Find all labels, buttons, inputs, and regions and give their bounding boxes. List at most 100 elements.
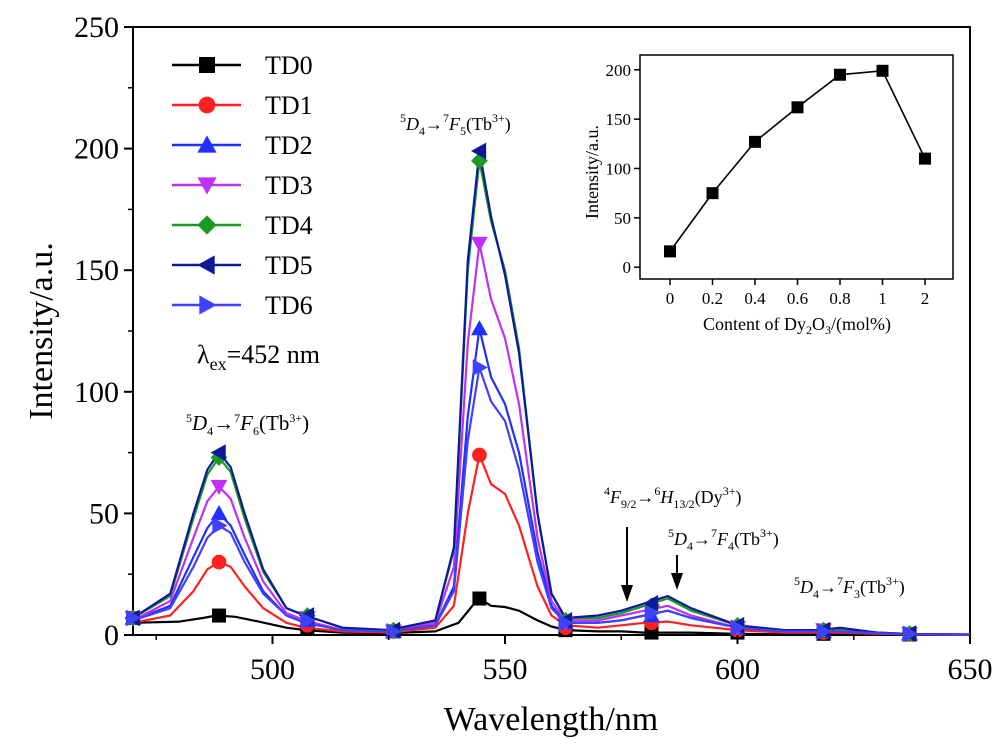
inset-x-axis-title: Content of Dy2O3/(mol%) [703,314,891,337]
annotation-part: 7 [443,111,449,125]
annotation-part: 7 [234,411,240,425]
series-line-td1 [132,453,971,636]
annotation-part: (Dy [695,487,723,508]
inset-x-title-sub2: 3 [825,323,831,337]
annotation-part: ) [773,529,779,550]
annotation-part: → [819,577,837,597]
inset-x-title-mid: O [812,314,825,334]
inset-x-title-pre: Content of Dy [703,314,806,334]
series-line-td0 [132,597,970,636]
transition-annotations: 5D4→7F6(Tb3+)5D4→7F5(Tb3+)4F9/2→6H13/2(D… [186,111,905,601]
y-axis-title: Intensity/a.u. [23,242,60,420]
legend-label-td0: TD0 [265,51,313,80]
annotation-part: 13/2 [673,497,694,511]
annotation-part: 7 [837,574,843,588]
series-marker-td6 [300,612,316,629]
excitation-symbol: λ [197,340,210,369]
inset-series-marker [876,64,889,77]
inset-x-tick-label: 1 [878,289,887,308]
annotation-part: 4 [207,424,213,438]
annotation-part: 3+ [723,484,736,498]
annotation-part: ) [735,487,741,508]
series-marker-td6 [558,614,574,632]
annotation-part: ) [505,114,511,135]
series-marker-td0 [212,608,227,623]
annotation-part: D [191,411,207,435]
inset-x-tick-label: 0 [666,289,675,308]
inset-series-layer [664,64,931,258]
legend-marker-td5 [197,255,215,275]
annotation-part: 4 [419,124,425,138]
series-line-td6 [132,366,971,636]
legend-label-td6: TD6 [265,291,313,320]
annotation-f4: 5D4→7F4(Tb3+) [668,526,779,553]
inset-y-axis-title: Intensity/a.u. [582,125,602,219]
annotation-part: ) [302,411,309,435]
inset-x-tick-label: 0.8 [829,289,850,308]
series-marker-td6 [902,625,918,643]
annotation-part: ) [899,577,905,598]
annotation-part: 3+ [289,411,302,425]
annotation-part: 3+ [886,574,899,588]
excitation-value: =452 nm [227,340,320,369]
annotation-part: 4 [687,539,693,553]
annotation-part: → [213,411,234,435]
legend-marker-td3 [197,177,217,195]
inset-series-marker [664,245,676,258]
y-tick-label: 150 [74,254,119,287]
series-marker-td5 [471,142,487,160]
series-marker-td3 [210,479,228,496]
annotation-part: 4 [728,539,734,553]
main-series-layer [124,142,971,643]
series-marker-td6 [816,622,832,640]
x-tick-label: 650 [948,653,993,686]
annotation-part: F [716,529,729,549]
legend-label-td2: TD2 [265,131,313,160]
series-marker-td6 [386,622,402,640]
inset-x-tick-label: 0.2 [702,289,723,308]
series-marker-td6 [472,359,488,376]
annotation-part: → [693,529,711,549]
annotation-part: 5 [186,411,192,425]
series-marker-td0 [472,591,487,606]
legend-label-td4: TD4 [265,211,313,240]
annotation-f3: 5D4→7F3(Tb3+) [794,574,905,601]
x-axis-title: Wavelength/nm [444,701,658,738]
annotation-part: 6 [253,424,259,438]
annotation-part: 7 [711,526,717,540]
annotation-f5: 5D4→7F5(Tb3+) [400,111,511,138]
series-marker-td5 [643,594,659,612]
legend: TD0 TD1 TD2 TD3 TD4 TD5 TD6 [172,51,313,320]
inset-plot: 0 50 100 150 200 0 0.2 0.4 0.6 0.8 1 2 Intensity/a.… [582,54,954,337]
annotation-part: 5 [460,124,466,138]
legend-label-td3: TD3 [265,171,313,200]
annotation-part: 5 [668,526,674,540]
y-tick-label: 250 [74,11,119,44]
inset-y-tick-label: 150 [606,110,632,129]
annotation-part: 3+ [492,111,505,125]
legend-marker-td0 [199,57,215,73]
annotation-part: D [405,114,419,134]
annotation-part: D [673,529,687,549]
series-marker-td6 [644,604,660,622]
annotation-part: (Tb [860,577,886,598]
annotation-part: F [448,114,461,134]
annotation-part: 5 [794,574,800,588]
annotation-part: 9/2 [621,497,636,511]
annotation-part: → [425,114,443,134]
annotation-part: 3+ [760,526,773,540]
excitation-label: λex=452 nm [197,340,320,374]
y-tick-label: 50 [89,497,119,530]
legend-label-td1: TD1 [265,91,313,120]
y-tick-label: 100 [74,376,119,409]
dy-transition-arrowhead [621,585,633,602]
annotation-part: → [636,487,654,507]
y-tick-label: 0 [104,619,119,652]
inset-axis-ticks: 0 50 100 150 200 0 0.2 0.4 0.6 0.8 1 2 [606,61,930,308]
inset-series-marker [749,135,761,148]
annotation-part: D [799,577,813,597]
annotation-arrows [621,527,683,602]
series-line-td5 [132,149,971,636]
